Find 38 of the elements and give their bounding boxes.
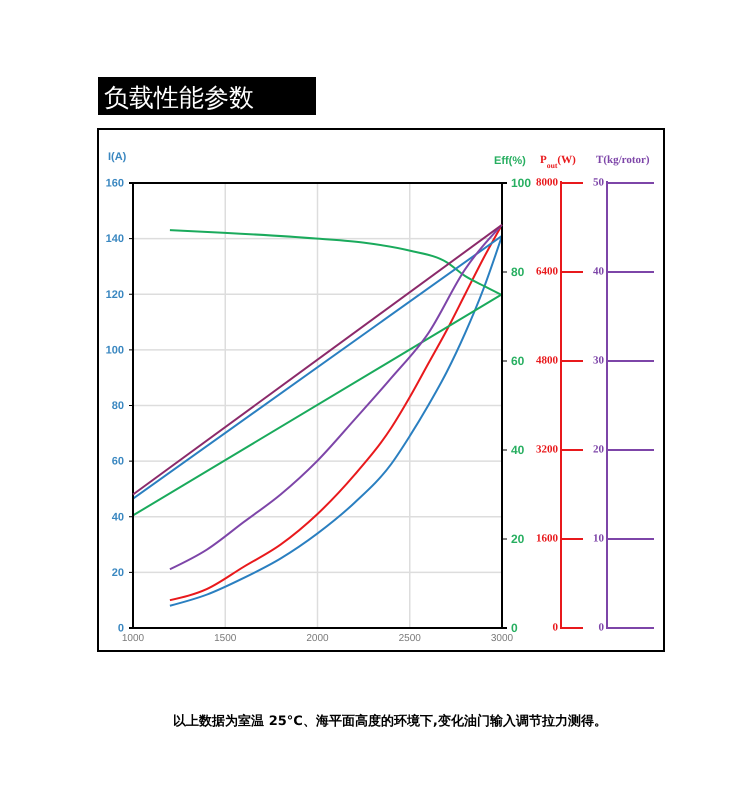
y3-tick-label: 4800 (536, 354, 558, 367)
y-tick-label: 80 (112, 400, 124, 412)
x-tick-label: 1000 (122, 633, 145, 644)
y-tick-label: 140 (106, 233, 124, 246)
y2-axis-title: Eff(%) (494, 155, 526, 167)
x-tick-label: 3000 (490, 633, 514, 644)
y-tick-label: 160 (106, 178, 124, 190)
y-tick-label: 0 (118, 622, 124, 635)
y-tick-label: 20 (112, 566, 124, 579)
y3-tick-label: 3200 (536, 444, 558, 456)
y2-tick-label: 60 (511, 354, 525, 368)
y2-tick-label: 100 (511, 176, 532, 190)
y3-tick-label: 8000 (536, 176, 558, 189)
y3-tick-label: 6400 (536, 266, 558, 278)
y2-tick-label: 30 (593, 354, 604, 367)
x-tick-label: 2500 (398, 633, 422, 644)
text: 以上数据为室温 25°C、海平面高度的环境下,变化油门输入调节拉力测得。 (173, 713, 607, 729)
y2-tick-label: 50 (593, 176, 604, 189)
x-tick-label: 1500 (214, 633, 237, 644)
y2-tick-label: 40 (593, 266, 604, 278)
y-tick-label: 100 (106, 344, 124, 356)
y2-tick-label: 10 (593, 532, 604, 545)
y2-tick-label: 80 (511, 264, 525, 279)
y2-axis-title: T(kg/rotor) (596, 154, 650, 166)
y3-axis-title: P$_{out}$(W) (540, 154, 576, 170)
y3-tick-label: 0 (552, 622, 558, 634)
y2-tick-label: 20 (593, 444, 604, 456)
y2-tick-label: 0 (511, 620, 518, 635)
y-axis-title: I(A) (108, 151, 127, 163)
y2-tick-label: 40 (511, 442, 525, 457)
x-tick-label: 2000 (306, 633, 330, 644)
y-tick-label: 40 (112, 511, 124, 524)
y-tick-label: 60 (112, 456, 124, 468)
y2-tick-label: 20 (511, 532, 525, 546)
y-tick-label: 120 (106, 288, 124, 301)
y3-tick-label: 1600 (536, 532, 558, 545)
chart-title: 负载性能参数 (104, 83, 254, 112)
y2-tick-label: 0 (598, 622, 604, 634)
